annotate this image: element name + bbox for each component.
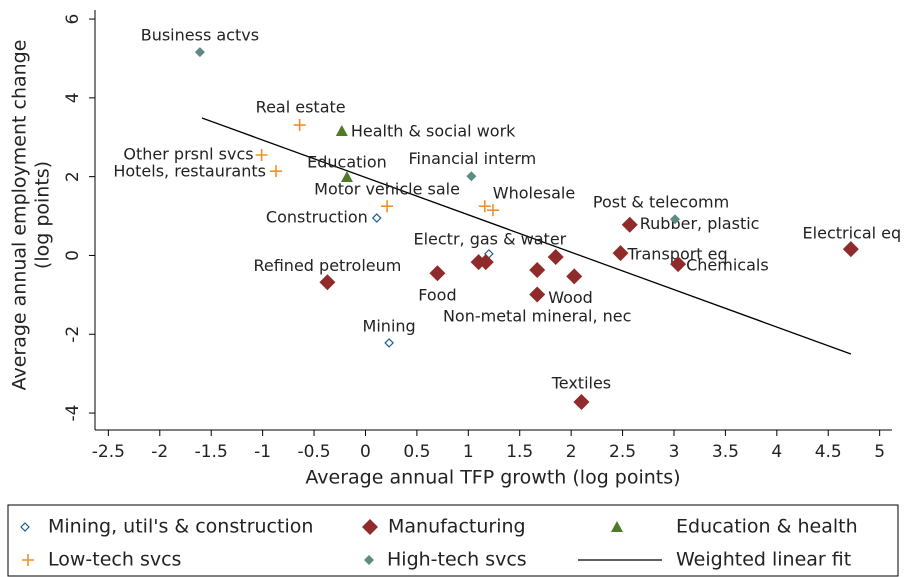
legend-label: Weighted linear fit xyxy=(676,549,851,571)
legend-marker xyxy=(364,555,374,565)
point-label: Chemicals xyxy=(686,256,769,275)
point xyxy=(478,200,491,213)
point xyxy=(429,265,446,282)
point-label: Hotels, restaurants xyxy=(113,162,266,181)
point-label: Post & telecomm xyxy=(593,193,729,212)
point xyxy=(269,165,282,178)
point xyxy=(670,214,681,225)
x-tick-label: -2 xyxy=(151,442,168,462)
x-tick-label: -2.5 xyxy=(92,442,125,462)
fit-line xyxy=(201,117,852,355)
point xyxy=(842,241,859,258)
point xyxy=(255,148,268,161)
point xyxy=(384,338,394,348)
legend-box xyxy=(7,504,899,577)
legend-label: Mining, util's & construction xyxy=(48,516,313,538)
x-tick-label: 1.5 xyxy=(506,442,533,462)
point xyxy=(371,213,382,223)
point-label: Real estate xyxy=(256,98,346,117)
x-tick-label: 4.5 xyxy=(815,442,842,462)
point-label: Non-metal mineral, nec xyxy=(443,307,632,326)
x-tick-label: -1.5 xyxy=(195,442,228,462)
point xyxy=(612,245,629,262)
point-label: Financial interm xyxy=(409,149,537,168)
legend-marker xyxy=(611,521,623,532)
legend-marker xyxy=(20,522,30,532)
point-label: Mining xyxy=(363,316,416,335)
point-label: Other prsnl svcs xyxy=(123,144,253,163)
y-tick-label: 6 xyxy=(63,14,83,25)
x-tick-label: -0.5 xyxy=(297,442,330,462)
x-axis-label: Average annual TFP growth (log points) xyxy=(305,467,680,489)
x-tick-label: 3 xyxy=(669,442,680,462)
legend-label: Manufacturing xyxy=(388,516,526,538)
point-label: Electr, gas & water xyxy=(413,229,566,248)
point-label: Refined petroleum xyxy=(253,256,401,275)
legend-label: High-tech svcs xyxy=(387,549,527,571)
point xyxy=(670,256,687,273)
x-tick-label: 3.5 xyxy=(712,442,739,462)
legend-label: Education & health xyxy=(676,516,858,538)
point xyxy=(381,200,394,213)
y-tick-label: 2 xyxy=(63,171,83,182)
point xyxy=(466,171,477,182)
point-label: Education xyxy=(307,153,387,172)
point-label: Wholesale xyxy=(493,184,575,203)
y-axis-label: (log points) xyxy=(32,161,54,269)
x-tick-label: 1 xyxy=(463,442,474,462)
point xyxy=(194,47,205,58)
point xyxy=(477,254,494,271)
point-label: Wood xyxy=(548,288,593,307)
point xyxy=(293,119,306,132)
point xyxy=(621,216,638,233)
legend-marker xyxy=(22,554,34,566)
point-label: Construction xyxy=(266,208,368,227)
point xyxy=(486,204,499,217)
x-tick-label: 2 xyxy=(566,442,577,462)
x-tick-label: 0 xyxy=(360,442,371,462)
legend-marker xyxy=(362,519,378,535)
x-tick-label: 5 xyxy=(874,442,885,462)
x-tick-label: 2.5 xyxy=(609,442,636,462)
point xyxy=(335,124,348,136)
y-tick-label: -4 xyxy=(63,405,83,422)
y-tick-label: 0 xyxy=(63,250,83,261)
x-tick-label: 4 xyxy=(771,442,782,462)
y-axis-label: Average annual employment change xyxy=(9,40,31,391)
point-label: Electrical eq xyxy=(803,224,902,243)
y-tick-label: 4 xyxy=(63,92,83,103)
point xyxy=(529,262,546,279)
point xyxy=(340,171,353,183)
point-label: Motor vehicle sale xyxy=(314,180,460,199)
point xyxy=(573,394,590,411)
x-tick-label: -1 xyxy=(254,442,271,462)
point xyxy=(319,274,336,291)
point xyxy=(547,249,564,266)
point-label: Transport eq xyxy=(627,245,728,264)
point-label: Food xyxy=(418,286,456,305)
point xyxy=(529,286,546,303)
y-tick-label: -2 xyxy=(63,326,83,343)
point xyxy=(566,268,583,285)
legend-label: Low-tech svcs xyxy=(48,549,181,571)
point-label: Business actvs xyxy=(141,26,259,45)
point-label: Textiles xyxy=(551,374,611,393)
point-label: Health & social work xyxy=(351,121,516,140)
x-tick-label: 0.5 xyxy=(403,442,430,462)
point-label: Rubber, plastic xyxy=(640,214,760,233)
